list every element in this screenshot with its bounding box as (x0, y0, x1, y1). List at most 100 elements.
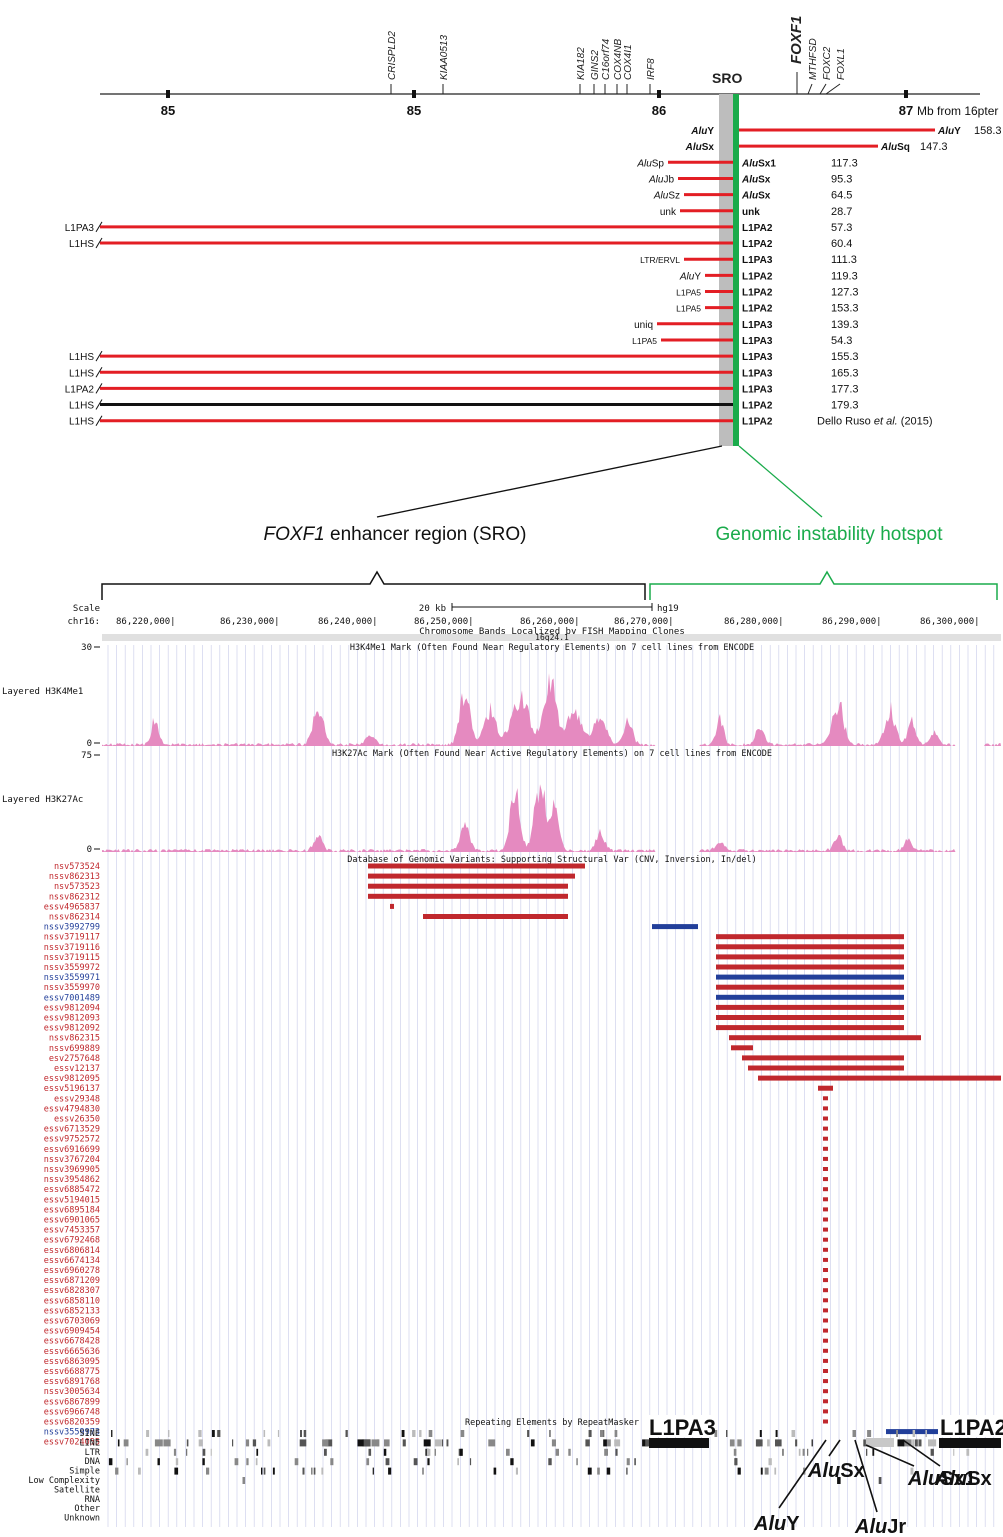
svg-text:unk: unk (742, 207, 760, 218)
repeat-element (551, 1439, 556, 1447)
row-value: 119.3 (831, 270, 858, 282)
repeat-element (588, 1430, 592, 1437)
svg-text:L1HS: L1HS (69, 352, 94, 363)
variant-label: essv6909454 (44, 1327, 100, 1337)
repeat-element (837, 1477, 841, 1484)
variant-bar (368, 873, 575, 879)
repeat-element (330, 1458, 334, 1466)
variant-label: nssv3992799 (44, 923, 100, 933)
sro-region (719, 94, 733, 446)
row-value: 153.3 (831, 303, 859, 315)
repeat-element (768, 1458, 772, 1466)
variant-bar (823, 1197, 828, 1202)
variant-bar (823, 1379, 828, 1384)
svg-text:AluY: AluY (679, 271, 701, 282)
rearrangement-row: L1PA5 L1PA2 153.3 (676, 303, 858, 315)
variant-label: nssv3559971 (44, 973, 100, 983)
alujr-element (866, 1438, 894, 1447)
repeat-element (555, 1448, 559, 1456)
variant-bar (823, 1358, 828, 1363)
gene-label: GINS2 (590, 50, 601, 80)
row-value: 165.3 (831, 367, 859, 379)
svg-text:L1PA5: L1PA5 (632, 336, 657, 346)
variant-bar (823, 1237, 828, 1242)
svg-text:L1PA3: L1PA3 (65, 223, 95, 234)
variant-label: essv6820359 (44, 1418, 100, 1428)
svg-text:AluSx: AluSx (685, 142, 715, 153)
variant-bar (823, 1348, 828, 1353)
repeat-element (363, 1439, 371, 1447)
repeat-element (510, 1458, 514, 1466)
repeat-element (325, 1439, 333, 1447)
repeat-title: Repeating Elements by RepeatMasker (465, 1418, 639, 1428)
svg-text:AluY: AluY (937, 126, 961, 137)
svg-text:L1PA2: L1PA2 (742, 239, 773, 250)
gene-label: IRF8 (646, 58, 657, 80)
coord-label: 86,290,000| (822, 617, 882, 627)
variant-bar (823, 1419, 828, 1424)
variant-bar (823, 1156, 828, 1161)
scale-label: Scale (73, 604, 100, 614)
variant-label: essv29348 (54, 1094, 100, 1104)
variant-label: essv26350 (54, 1115, 100, 1125)
repeat-element (774, 1467, 777, 1475)
svg-text:L1PA3: L1PA3 (742, 255, 773, 266)
variant-label: essv6674134 (44, 1256, 100, 1266)
repeat-element (198, 1430, 202, 1437)
scale-bar-label: 20 kb (419, 604, 446, 614)
variant-label: nssv3559972 (44, 963, 100, 973)
axis-unit: Mb from 16pter (917, 104, 998, 118)
coord-label: 86,250,000| (414, 617, 474, 627)
gene-label: KIA182 (576, 47, 587, 80)
repeat-element (469, 1458, 472, 1466)
sro-label: SRO (712, 70, 742, 86)
rearrangement-row: L1PA3 L1PA2 57.3 (65, 221, 852, 234)
callout-alusx2: AluSx (934, 1468, 992, 1490)
repeat-element (917, 1439, 919, 1447)
variant-label: essv6867899 (44, 1397, 100, 1407)
repeat-element (729, 1439, 735, 1447)
repeat-element (863, 1439, 866, 1447)
variant-label: essv6966748 (44, 1407, 100, 1417)
repeat-element (604, 1448, 608, 1456)
repeat-element (163, 1439, 171, 1447)
variant-bar (823, 1227, 828, 1232)
repeat-element (242, 1477, 246, 1484)
repeat-element (138, 1467, 141, 1475)
variant-label: essv6828307 (44, 1286, 100, 1296)
assembly-label: hg19 (657, 604, 679, 614)
repeat-element (603, 1439, 607, 1447)
repeat-element (419, 1430, 422, 1437)
variant-bar (716, 954, 904, 960)
repeat-element (246, 1458, 249, 1466)
variant-label: essv6960278 (44, 1266, 100, 1276)
svg-text:L1PA3: L1PA3 (742, 384, 773, 395)
repeat-class-label: LINE (80, 1438, 100, 1448)
svg-text:L1HS: L1HS (69, 401, 94, 412)
repeat-element (186, 1439, 189, 1447)
repeat-element (736, 1439, 739, 1447)
repeat-element (115, 1467, 119, 1475)
row-value: 139.3 (831, 319, 859, 331)
callout-alusx: AluSx (807, 1460, 865, 1482)
repeat-element (111, 1430, 113, 1437)
variant-label: essv6678428 (44, 1337, 100, 1347)
variant-label: essv6703069 (44, 1317, 100, 1327)
repeat-element (493, 1467, 497, 1475)
variant-label: essv6901065 (44, 1216, 100, 1226)
repeat-element (775, 1439, 782, 1447)
l1pa3-element (649, 1438, 709, 1448)
repeat-track: Repeating Elements by RepeatMasker SINEL… (28, 1415, 1003, 1537)
band-bar (102, 634, 1001, 641)
rearrangement-row: AluJb AluSx 95.3 (648, 173, 852, 185)
repeat-element (634, 1458, 636, 1466)
repeat-element (872, 1448, 875, 1456)
variant-label: nssv3005634 (44, 1387, 100, 1397)
repeat-element (372, 1467, 374, 1475)
repeat-element (202, 1448, 206, 1456)
variant-label: nssv3559973 (44, 1428, 100, 1438)
gene-label: CRISPLD2 (387, 31, 398, 80)
repeat-element (626, 1467, 628, 1475)
repeat-element (357, 1439, 364, 1447)
